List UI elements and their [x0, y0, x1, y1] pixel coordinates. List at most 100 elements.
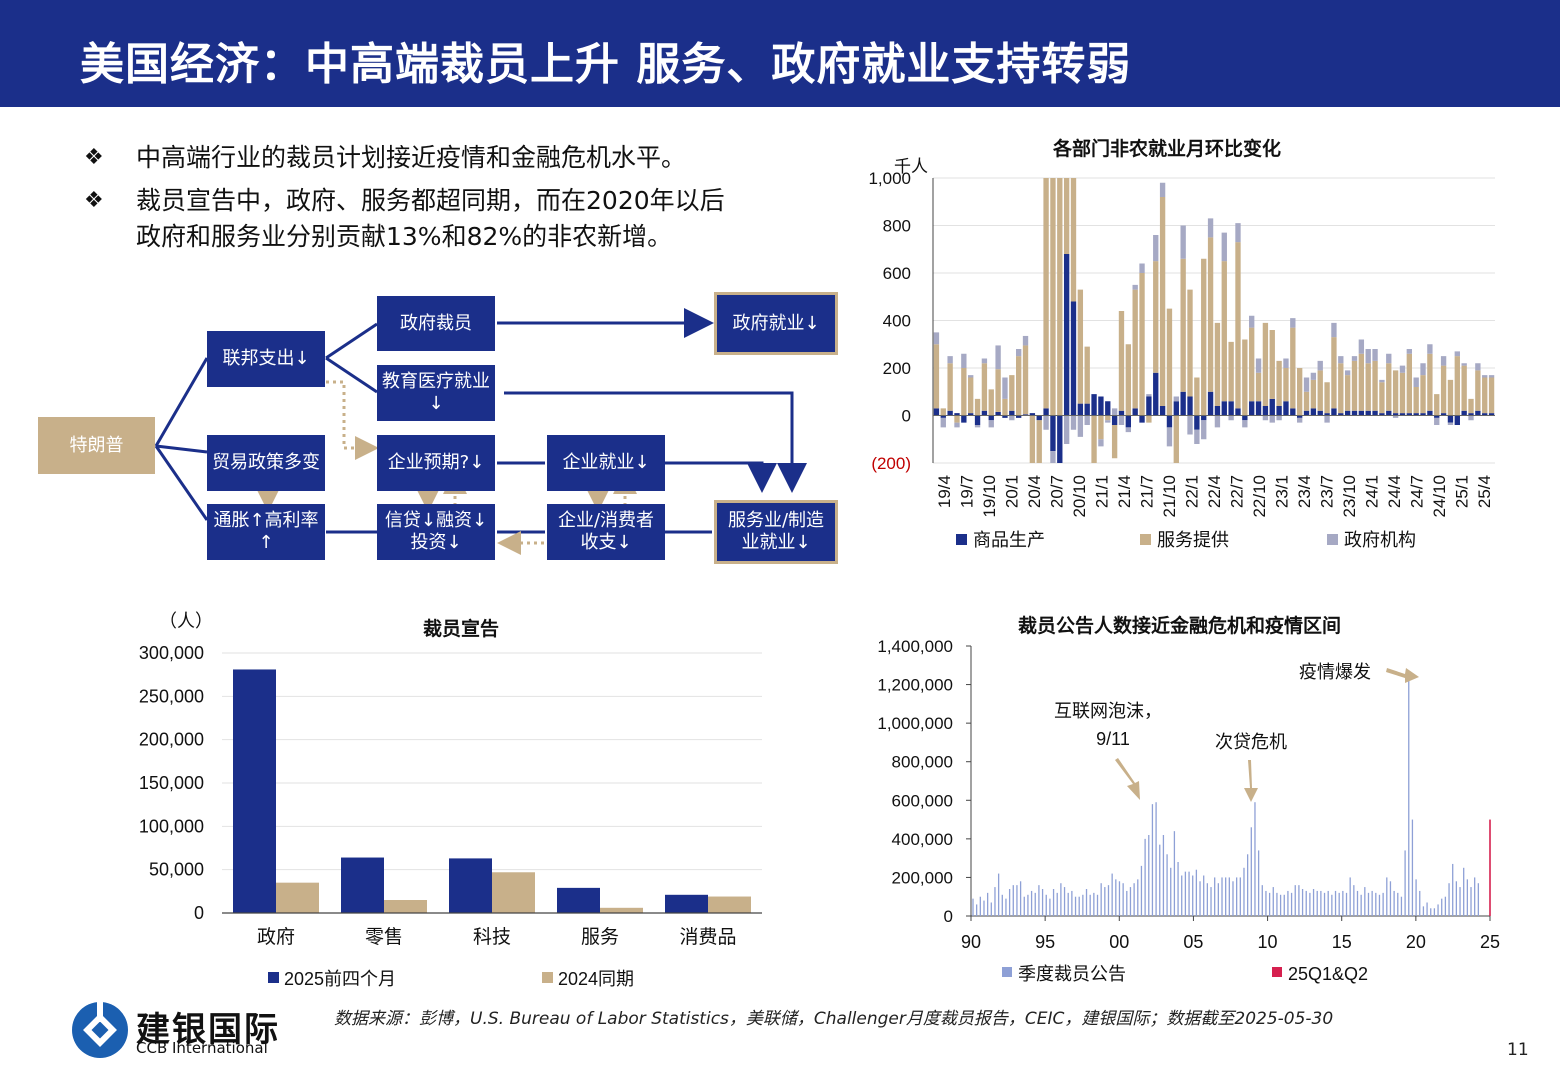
chart1-bar	[1207, 237, 1214, 392]
chart1-bar	[1468, 415, 1474, 421]
chart1-xtick-label: 24/7	[1407, 475, 1426, 508]
chart3-xtick-label: 25	[1480, 932, 1500, 952]
chart1-bar	[1153, 372, 1159, 416]
chart1-bar	[1447, 415, 1454, 423]
chart1-bar	[1475, 410, 1481, 416]
chart1-bar	[1399, 365, 1406, 373]
chart1-bar	[1427, 410, 1433, 416]
chart1-bar	[1009, 375, 1015, 411]
chart1-bar	[1043, 415, 1049, 430]
chart2-legend-label: 2024同期	[558, 969, 634, 989]
chart1-bar	[1201, 415, 1207, 421]
chart1-bar	[1105, 415, 1111, 421]
chart1-bar	[933, 408, 940, 416]
chart1-bar	[954, 413, 960, 416]
source-note: 数据来源：彭博，U.S. Bureau of Labor Statistics，…	[334, 1009, 1334, 1029]
chart1-bar	[1262, 415, 1269, 421]
chart1-bar	[1015, 349, 1022, 357]
chart2-ytick-label: 100,000	[139, 816, 204, 836]
chart1-bar	[1221, 232, 1227, 262]
chart2-svg: 300,000 250,000 200,000 150,000 100,000 50,00…	[139, 611, 762, 989]
chart1-bar	[1166, 427, 1173, 447]
chart1-bar	[1482, 413, 1488, 416]
chart3-annotation: 疫情爆发	[1299, 662, 1371, 682]
chart1-bar	[1447, 379, 1454, 416]
chart1-bar	[1180, 225, 1186, 259]
chart1-bar	[1310, 408, 1317, 416]
chart1-bar	[1386, 410, 1392, 416]
connector-dotted	[305, 380, 379, 460]
chart1-bar	[1255, 358, 1262, 373]
chart1-bar	[1173, 396, 1179, 402]
chart1-bar	[1166, 308, 1173, 416]
chart2-bar	[708, 896, 751, 913]
chart1-bar	[1132, 284, 1138, 290]
chart1-xtick-label: 22/1	[1183, 475, 1202, 508]
chart1-bar	[1029, 413, 1036, 416]
chart1-bar	[940, 417, 946, 428]
node-inflation: 通胀↑高利率↑	[207, 504, 325, 560]
chart2-ytick-label: 300,000	[139, 643, 204, 663]
bullet-item: ❖ 中高端行业的裁员计划接近疫情和金融危机水平。	[84, 140, 824, 180]
chart1-bar	[1482, 375, 1488, 378]
chart1-bar	[1242, 415, 1248, 421]
chart1-bar	[1173, 401, 1179, 416]
chart2-legend-label: 2025前四个月	[284, 969, 396, 989]
node-corp-expect: 企业预期?↓	[377, 435, 495, 491]
chart1-bar	[1091, 394, 1097, 416]
chart1-bar	[1118, 410, 1125, 416]
chart1-bar	[1084, 403, 1090, 416]
node-federal-spending: 联邦支出↓	[207, 331, 325, 387]
chart1-bar	[1077, 415, 1084, 437]
bullet-text: 政府和服务业分别贡献13%和82%的非农新增。	[136, 222, 673, 251]
connector-line	[325, 322, 378, 360]
chart1-bars	[933, 178, 1495, 463]
chart1-bar	[1166, 415, 1173, 428]
chart3-annotation: 次贷危机	[1215, 732, 1287, 752]
chart2-category-label: 科技	[473, 926, 511, 948]
chart1-bar	[1105, 420, 1111, 423]
chart1-bar	[1420, 413, 1426, 416]
chart1-ytick-label: 600	[883, 264, 911, 283]
chart3-legend-swatch	[1002, 967, 1012, 977]
chart3-ytick-label: 1,200,000	[877, 676, 953, 695]
chart1-xtick-label: 24/10	[1430, 475, 1449, 518]
chart1-bar	[968, 377, 974, 414]
chart1-bar	[1392, 413, 1399, 416]
connector-line	[325, 356, 378, 394]
chart1-bar	[1324, 415, 1330, 423]
chart1-bar	[1194, 415, 1200, 430]
chart1-bar	[1386, 353, 1392, 364]
chart3-xtick-label: 15	[1332, 932, 1352, 952]
chart1-bar	[1338, 356, 1344, 364]
chart1-bar	[1475, 363, 1481, 371]
chart1-bar	[981, 358, 988, 364]
chart1-bar	[1338, 363, 1344, 414]
chart1-bar	[961, 368, 967, 416]
chart1-bar	[1029, 415, 1036, 463]
chart2-ytick-label: 250,000	[139, 686, 204, 706]
chart1-bar	[1372, 410, 1378, 416]
chart1-xtick-label: 20/1	[1003, 475, 1022, 508]
chart1-bar	[1372, 360, 1378, 411]
chart2-ytick-label: 200,000	[139, 730, 204, 750]
chart1-bar	[1180, 391, 1186, 416]
page-number: 11	[1507, 1040, 1529, 1060]
chart1-bar	[1235, 223, 1241, 243]
chart1-bar	[1146, 394, 1152, 397]
bullet-text: 裁员宣告中，政府、服务都超同期，而在2020年以后	[136, 186, 725, 215]
chart1-bar	[1187, 289, 1193, 397]
chart3-xtick-label: 00	[1109, 932, 1129, 952]
chart1-bar	[1303, 410, 1310, 416]
chart1-bar	[1290, 327, 1296, 409]
chart1-bar	[1084, 346, 1090, 404]
chart1-bar	[1091, 415, 1097, 463]
chart1-xtick-label: 19/7	[958, 475, 977, 508]
chart3-legend-swatch	[1272, 967, 1282, 977]
chart1-bar	[1434, 415, 1440, 418]
chart1-bar	[1235, 408, 1241, 416]
chart1-bar	[1454, 415, 1460, 425]
chart1-bar	[974, 415, 981, 425]
connector-arrow	[664, 461, 777, 493]
chart3-annotation-arrow	[1386, 668, 1419, 683]
